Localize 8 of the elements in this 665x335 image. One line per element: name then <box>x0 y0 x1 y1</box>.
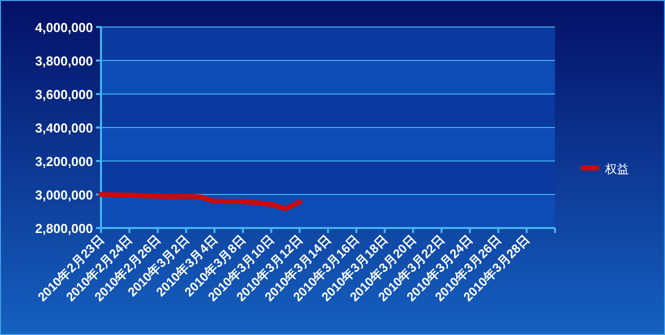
y-tick-label: 3,200,000 <box>35 154 93 169</box>
y-tick-label: 3,400,000 <box>35 120 93 136</box>
legend-label: 权益 <box>604 162 629 176</box>
y-tick-label: 3,000,000 <box>35 188 93 202</box>
y-tick-label: 3,800,000 <box>35 54 93 68</box>
y-tick-label: 2,800,000 <box>35 221 93 236</box>
y-tick-label: 4,000,000 <box>35 20 93 35</box>
y-tick-label: 3,600,000 <box>35 87 93 102</box>
